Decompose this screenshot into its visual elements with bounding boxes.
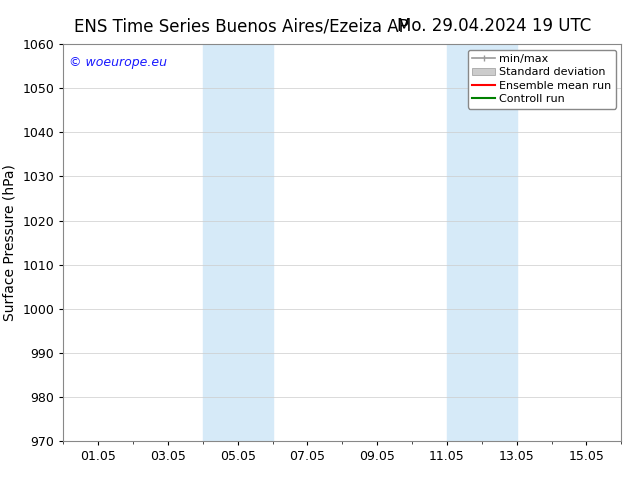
Text: ENS Time Series Buenos Aires/Ezeiza AP: ENS Time Series Buenos Aires/Ezeiza AP — [74, 17, 408, 35]
Bar — [203, 44, 273, 441]
Bar — [447, 44, 517, 441]
Text: Mo. 29.04.2024 19 UTC: Mo. 29.04.2024 19 UTC — [398, 17, 592, 35]
Y-axis label: Surface Pressure (hPa): Surface Pressure (hPa) — [3, 164, 17, 321]
Legend: min/max, Standard deviation, Ensemble mean run, Controll run: min/max, Standard deviation, Ensemble me… — [468, 49, 616, 109]
Text: © woeurope.eu: © woeurope.eu — [69, 56, 167, 69]
